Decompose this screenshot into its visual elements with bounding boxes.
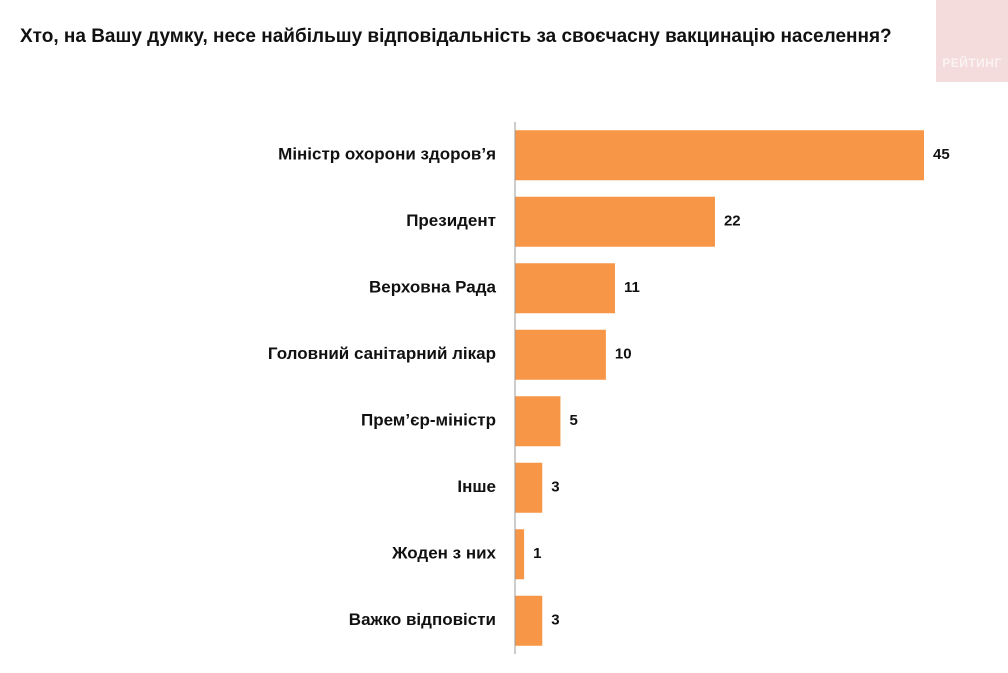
bar — [515, 396, 561, 447]
bar — [515, 462, 543, 513]
category-label: Інше — [457, 477, 496, 496]
category-label: Міністр охорони здоров’я — [278, 145, 496, 164]
category-label: Головний санітарний лікар — [268, 344, 496, 363]
bar — [515, 196, 715, 247]
value-label: 11 — [624, 279, 640, 296]
category-label: Прем’єр-міністр — [361, 411, 496, 430]
value-label: 3 — [551, 612, 559, 629]
bar — [515, 529, 525, 580]
rating-logo: РЕЙТИНГ — [936, 0, 1008, 82]
value-label: 45 — [933, 146, 950, 163]
logo-text: РЕЙТИНГ — [942, 56, 1002, 70]
category-label: Верховна Рада — [369, 278, 497, 297]
category-label: Жоден з них — [391, 544, 496, 563]
value-label: 10 — [615, 346, 632, 363]
bar — [515, 263, 615, 314]
bar — [515, 329, 606, 380]
value-label: 3 — [551, 479, 559, 496]
chart-title: Хто, на Вашу думку, несе найбільшу відпо… — [20, 26, 892, 47]
category-label: Важко відповісти — [349, 610, 496, 629]
value-label: 1 — [533, 545, 541, 562]
value-label: 5 — [569, 412, 577, 429]
bar — [515, 130, 924, 181]
bars-layer: Міністр охорони здоров’я 45 Президент 22 Вер… — [268, 130, 950, 646]
category-label: Президент — [406, 211, 496, 230]
bar — [515, 595, 543, 646]
value-label: 22 — [724, 213, 741, 230]
